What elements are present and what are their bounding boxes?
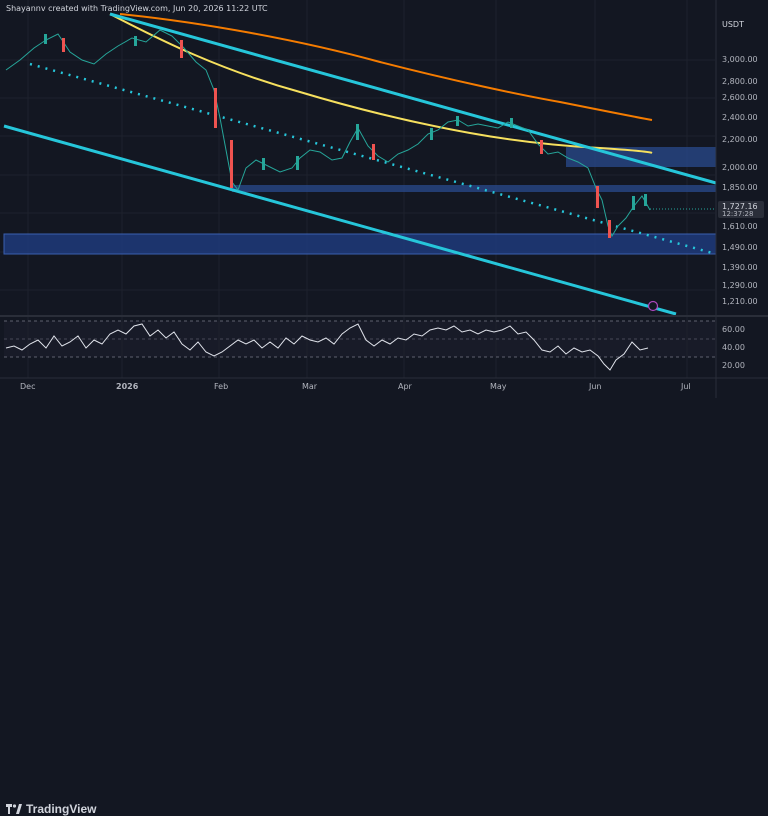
price-tick-label: 2,000.00 xyxy=(722,163,758,172)
price-tick-label: 1,610.00 xyxy=(722,222,758,231)
time-tick-label: Dec xyxy=(20,382,36,391)
price-tick-label: 3,000.00 xyxy=(722,55,758,64)
time-tick-label: Feb xyxy=(214,382,229,391)
chart-header: Shayannv created with TradingView.com, J… xyxy=(6,4,268,13)
time-tick-label: Jun xyxy=(589,382,602,391)
price-tick-label: 2,400.00 xyxy=(722,113,758,122)
time-tick-label: Mar xyxy=(302,382,318,391)
channel-mid-line[interactable] xyxy=(29,62,717,256)
resistance-zone[interactable] xyxy=(566,147,716,167)
price-tick-label: 1,850.00 xyxy=(722,183,758,192)
event-marker-icon[interactable] xyxy=(647,300,659,312)
time-tick-label: Apr xyxy=(398,382,412,391)
price-tick-label: 2,200.00 xyxy=(722,135,758,144)
tradingview-logo-icon xyxy=(6,804,22,814)
time-tick-label: 2026 xyxy=(116,382,139,391)
channel-lower-line[interactable] xyxy=(3,124,677,316)
ma-200-line[interactable] xyxy=(119,13,653,121)
tradingview-logo[interactable]: TradingView xyxy=(6,802,96,816)
price-chart[interactable] xyxy=(0,0,768,398)
footer-bar: TradingView xyxy=(0,398,768,816)
time-tick-label: Jul xyxy=(681,382,691,391)
rsi-tick-label: 20.00 xyxy=(722,361,745,370)
rsi-tick-label: 60.00 xyxy=(722,325,745,334)
price-tick-label: 1,390.00 xyxy=(722,263,758,272)
price-path[interactable] xyxy=(5,29,651,238)
current-price-tag: 1,727.16 12:37:28 xyxy=(718,201,764,218)
price-tick-label: 2,600.00 xyxy=(722,93,758,102)
price-tick-label: 1,290.00 xyxy=(722,281,758,290)
price-tick-label: 2,800.00 xyxy=(722,77,758,86)
rsi-tick-label: 40.00 xyxy=(722,343,745,352)
current-price: 1,727.16 xyxy=(722,202,758,211)
channel-upper-line[interactable] xyxy=(109,12,717,185)
time-tick-label: May xyxy=(490,382,507,391)
price-tick-label: 1,490.00 xyxy=(722,243,758,252)
currency-unit: USDT xyxy=(722,20,744,29)
brand-name: TradingView xyxy=(26,802,97,816)
rsi-line[interactable] xyxy=(5,323,649,371)
ma-100-line[interactable] xyxy=(109,13,653,154)
bar-countdown: 12:37:28 xyxy=(722,210,754,218)
price-tick-label: 1,210.00 xyxy=(722,297,758,306)
rsi-pane[interactable] xyxy=(4,320,716,371)
mid-zone[interactable] xyxy=(232,185,716,192)
candles xyxy=(44,34,647,238)
